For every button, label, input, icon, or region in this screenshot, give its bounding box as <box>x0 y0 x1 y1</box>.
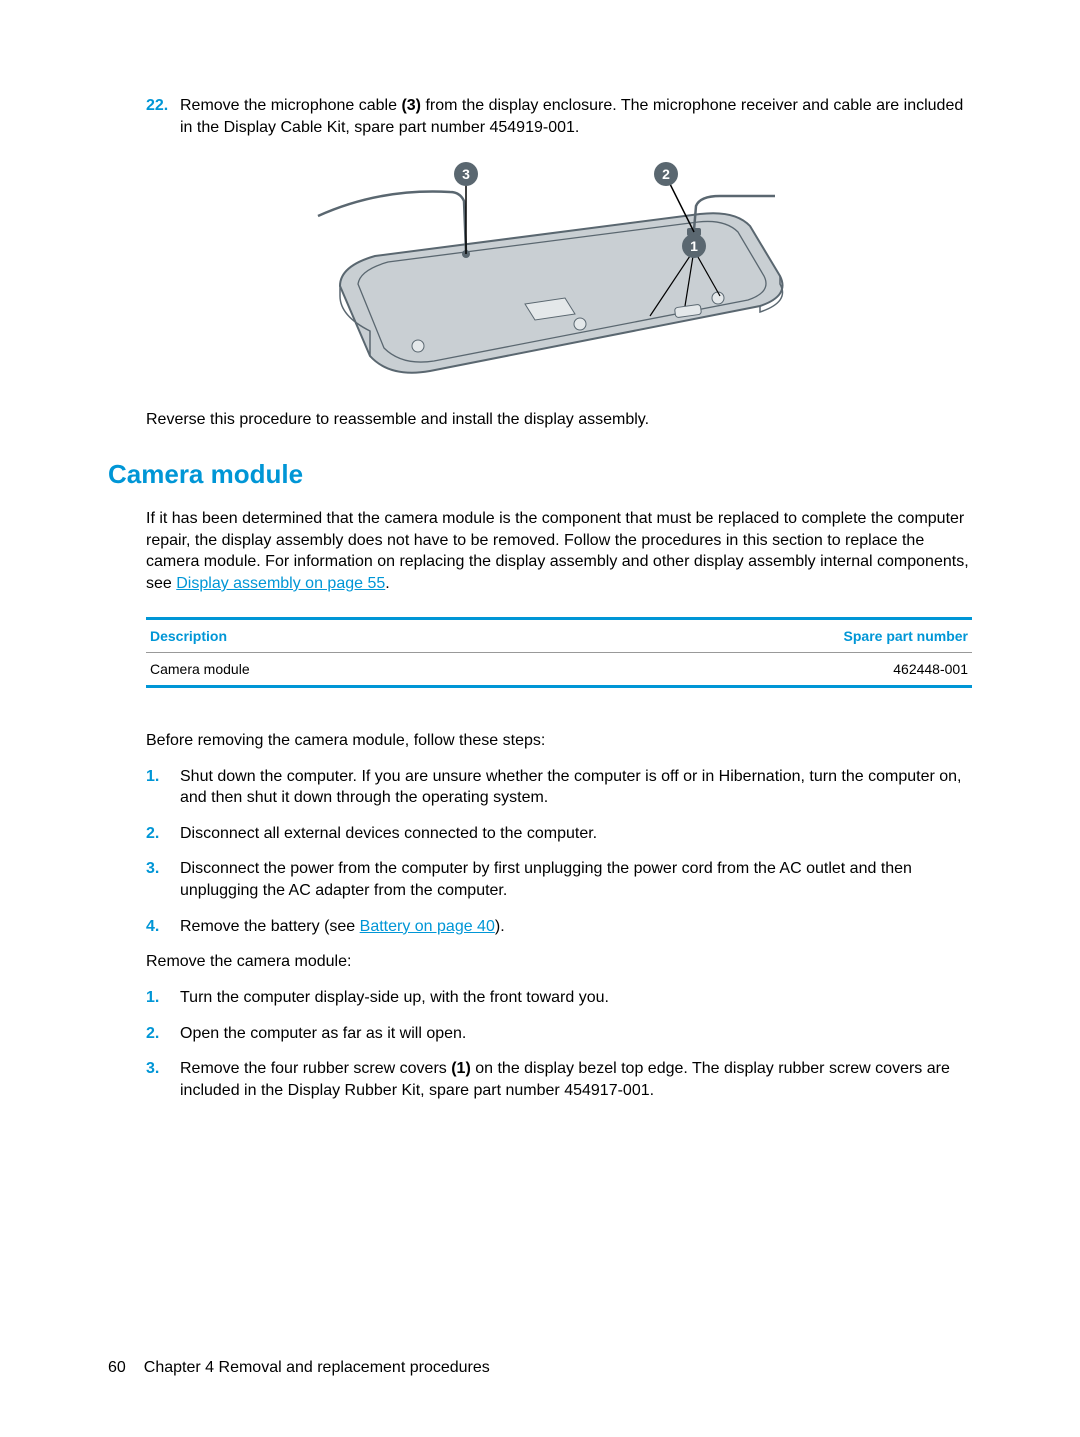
enclosure-shape <box>340 213 783 372</box>
r3-bold: (1) <box>451 1060 471 1077</box>
remove-step-2: Open the computer as far as it will open… <box>180 1023 972 1045</box>
remove-step-1: Turn the computer display-side up, with … <box>180 987 972 1009</box>
list-item: Remove the battery (see Battery on page … <box>146 916 972 938</box>
remove-step-3: Remove the four rubber screw covers (1) … <box>180 1058 972 1101</box>
prep-step-3: Disconnect the power from the computer b… <box>180 858 972 901</box>
th-description: Description <box>146 618 516 652</box>
before-removing-text: Before removing the camera module, follo… <box>146 732 972 750</box>
prep-step-2: Disconnect all external devices connecte… <box>180 823 972 845</box>
prep-step-4: Remove the battery (see Battery on page … <box>180 916 972 938</box>
section-heading-camera-module: Camera module <box>108 459 972 490</box>
table-row: Camera module 462448-001 <box>146 652 972 686</box>
display-assembly-link[interactable]: Display assembly on page 55 <box>176 575 385 592</box>
page-number: 60 <box>108 1359 126 1376</box>
step-22-number: 22. <box>146 95 180 138</box>
list-item: Disconnect the power from the computer b… <box>146 858 972 901</box>
table-header-row: Description Spare part number <box>146 618 972 652</box>
step-22: 22. Remove the microphone cable (3) from… <box>146 95 972 138</box>
intro-after: . <box>385 575 389 592</box>
td-description: Camera module <box>146 652 516 686</box>
reverse-procedure-text: Reverse this procedure to reassemble and… <box>146 411 972 429</box>
remove-camera-text: Remove the camera module: <box>146 953 972 971</box>
callout-3: 3 <box>454 162 478 254</box>
td-spare: 462448-001 <box>516 652 972 686</box>
list-item: Disconnect all external devices connecte… <box>146 823 972 845</box>
svg-text:2: 2 <box>662 166 670 182</box>
prep4-pre: Remove the battery (see <box>180 918 360 935</box>
display-enclosure-diagram: 3 2 1 <box>280 156 800 391</box>
parts-table: Description Spare part number Camera mod… <box>146 617 972 688</box>
svg-text:1: 1 <box>690 238 698 254</box>
step-22-callout: (3) <box>401 97 421 114</box>
chapter-title: Chapter 4 Removal and replacement proced… <box>144 1359 490 1376</box>
th-spare: Spare part number <box>516 618 972 652</box>
prep4-post: ). <box>495 918 505 935</box>
r3-pre: Remove the four rubber screw covers <box>180 1060 451 1077</box>
remove-steps-list: Turn the computer display-side up, with … <box>146 987 972 1101</box>
list-item: Turn the computer display-side up, with … <box>146 987 972 1009</box>
list-item: Open the computer as far as it will open… <box>146 1023 972 1045</box>
list-item: Shut down the computer. If you are unsur… <box>146 766 972 809</box>
page-footer: 60 Chapter 4 Removal and replacement proc… <box>108 1359 490 1377</box>
prep-steps-list: Shut down the computer. If you are unsur… <box>146 766 972 938</box>
list-item: Remove the four rubber screw covers (1) … <box>146 1058 972 1101</box>
svg-text:3: 3 <box>462 166 470 182</box>
step-22-pre: Remove the microphone cable <box>180 97 401 114</box>
battery-link[interactable]: Battery on page 40 <box>360 918 495 935</box>
intro-paragraph: If it has been determined that the camer… <box>146 508 972 594</box>
step-22-text: Remove the microphone cable (3) from the… <box>180 95 972 138</box>
prep-step-1: Shut down the computer. If you are unsur… <box>180 766 972 809</box>
